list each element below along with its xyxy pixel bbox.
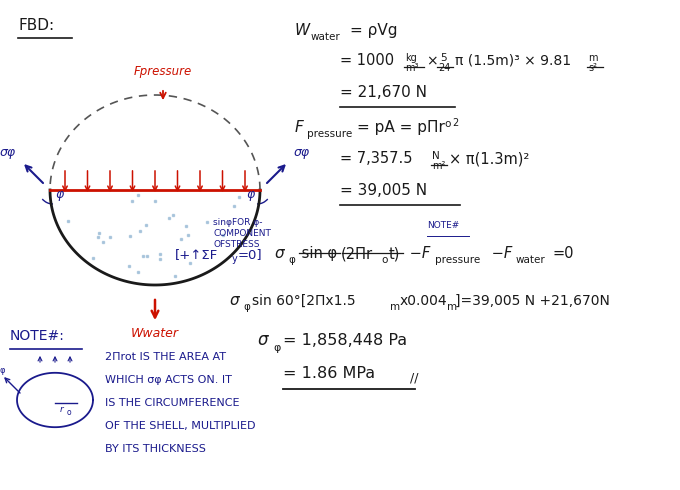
Text: m: m bbox=[447, 302, 457, 312]
Text: φ: φ bbox=[288, 255, 295, 265]
Text: sin 60°[2Πx1.5: sin 60°[2Πx1.5 bbox=[252, 294, 356, 308]
Text: σ: σ bbox=[275, 246, 285, 261]
Text: FBD:: FBD: bbox=[18, 18, 54, 33]
Text: OFSTRESS: OFSTRESS bbox=[213, 240, 260, 249]
Text: 2Πrot IS THE AREA AT: 2Πrot IS THE AREA AT bbox=[105, 352, 226, 362]
Text: σ: σ bbox=[258, 331, 269, 349]
Text: = ρVg: = ρVg bbox=[350, 23, 398, 38]
Text: s²: s² bbox=[588, 63, 597, 73]
Text: o: o bbox=[444, 119, 450, 129]
Text: IS THE CIRCUMFERENCE: IS THE CIRCUMFERENCE bbox=[105, 398, 239, 408]
Text: = 39,005 N: = 39,005 N bbox=[340, 183, 427, 198]
Text: [+↑ΣF: [+↑ΣF bbox=[175, 248, 218, 261]
Text: water: water bbox=[516, 255, 546, 265]
Text: //: // bbox=[410, 371, 418, 384]
Text: o: o bbox=[381, 255, 388, 265]
Text: m³: m³ bbox=[405, 63, 418, 73]
Text: NOTE#:: NOTE#: bbox=[10, 329, 65, 343]
Text: pressure: pressure bbox=[307, 129, 352, 139]
Text: N: N bbox=[432, 151, 440, 161]
Text: m²: m² bbox=[432, 161, 445, 171]
Text: φ: φ bbox=[0, 366, 5, 375]
Text: W: W bbox=[295, 23, 310, 38]
Text: NOTE#: NOTE# bbox=[427, 221, 459, 230]
Text: y: y bbox=[232, 254, 238, 264]
Text: sin φ: sin φ bbox=[297, 246, 337, 261]
Text: φ: φ bbox=[243, 302, 250, 312]
Text: =0]: =0] bbox=[238, 248, 262, 261]
Text: = 1.86 MPa: = 1.86 MPa bbox=[283, 366, 375, 381]
Text: × π(1.3m)²: × π(1.3m)² bbox=[449, 151, 529, 166]
Text: = 7,357.5: = 7,357.5 bbox=[340, 151, 413, 166]
Text: m: m bbox=[390, 302, 400, 312]
Text: Wwater: Wwater bbox=[131, 327, 179, 340]
Text: BY ITS THICKNESS: BY ITS THICKNESS bbox=[105, 444, 206, 454]
Text: φ: φ bbox=[273, 343, 280, 353]
Text: t): t) bbox=[389, 246, 401, 261]
Text: Fpressure: Fpressure bbox=[134, 65, 192, 78]
Text: = 1000: = 1000 bbox=[340, 53, 394, 68]
Text: σφ: σφ bbox=[294, 146, 310, 158]
Text: OF THE SHELL, MULTIPLIED: OF THE SHELL, MULTIPLIED bbox=[105, 421, 256, 431]
Text: 2: 2 bbox=[452, 118, 458, 128]
Text: −F: −F bbox=[487, 246, 512, 261]
Text: water: water bbox=[311, 32, 341, 42]
Text: pressure: pressure bbox=[435, 255, 480, 265]
Text: 24: 24 bbox=[438, 63, 450, 73]
Text: sinφFOR φ-: sinφFOR φ- bbox=[213, 218, 262, 227]
Text: π (1.5m)³ × 9.81: π (1.5m)³ × 9.81 bbox=[455, 54, 571, 68]
Text: =0: =0 bbox=[553, 246, 575, 261]
Text: 5: 5 bbox=[440, 53, 447, 63]
Text: kg: kg bbox=[405, 53, 417, 63]
Text: r: r bbox=[60, 405, 64, 414]
Text: = 21,670 N: = 21,670 N bbox=[340, 85, 427, 100]
Text: WHICH σφ ACTS ON. IT: WHICH σφ ACTS ON. IT bbox=[105, 375, 232, 385]
Text: x0.004: x0.004 bbox=[400, 294, 447, 308]
Text: σ: σ bbox=[230, 293, 239, 308]
Text: φ: φ bbox=[246, 188, 254, 201]
Text: φ: φ bbox=[55, 188, 63, 201]
Text: ×: × bbox=[426, 54, 438, 68]
Text: = pA = pΠr: = pA = pΠr bbox=[357, 120, 445, 135]
Text: = 1,858,448 Pa: = 1,858,448 Pa bbox=[283, 333, 407, 348]
Text: −F: −F bbox=[405, 246, 430, 261]
Text: o: o bbox=[67, 408, 71, 417]
Text: m: m bbox=[588, 53, 598, 63]
Text: COMPONENT: COMPONENT bbox=[213, 229, 271, 238]
Text: (2Πr: (2Πr bbox=[341, 246, 373, 261]
Text: σφ: σφ bbox=[0, 146, 16, 158]
Text: ]=39,005 N +21,670N: ]=39,005 N +21,670N bbox=[455, 294, 610, 308]
Text: F: F bbox=[295, 120, 304, 135]
